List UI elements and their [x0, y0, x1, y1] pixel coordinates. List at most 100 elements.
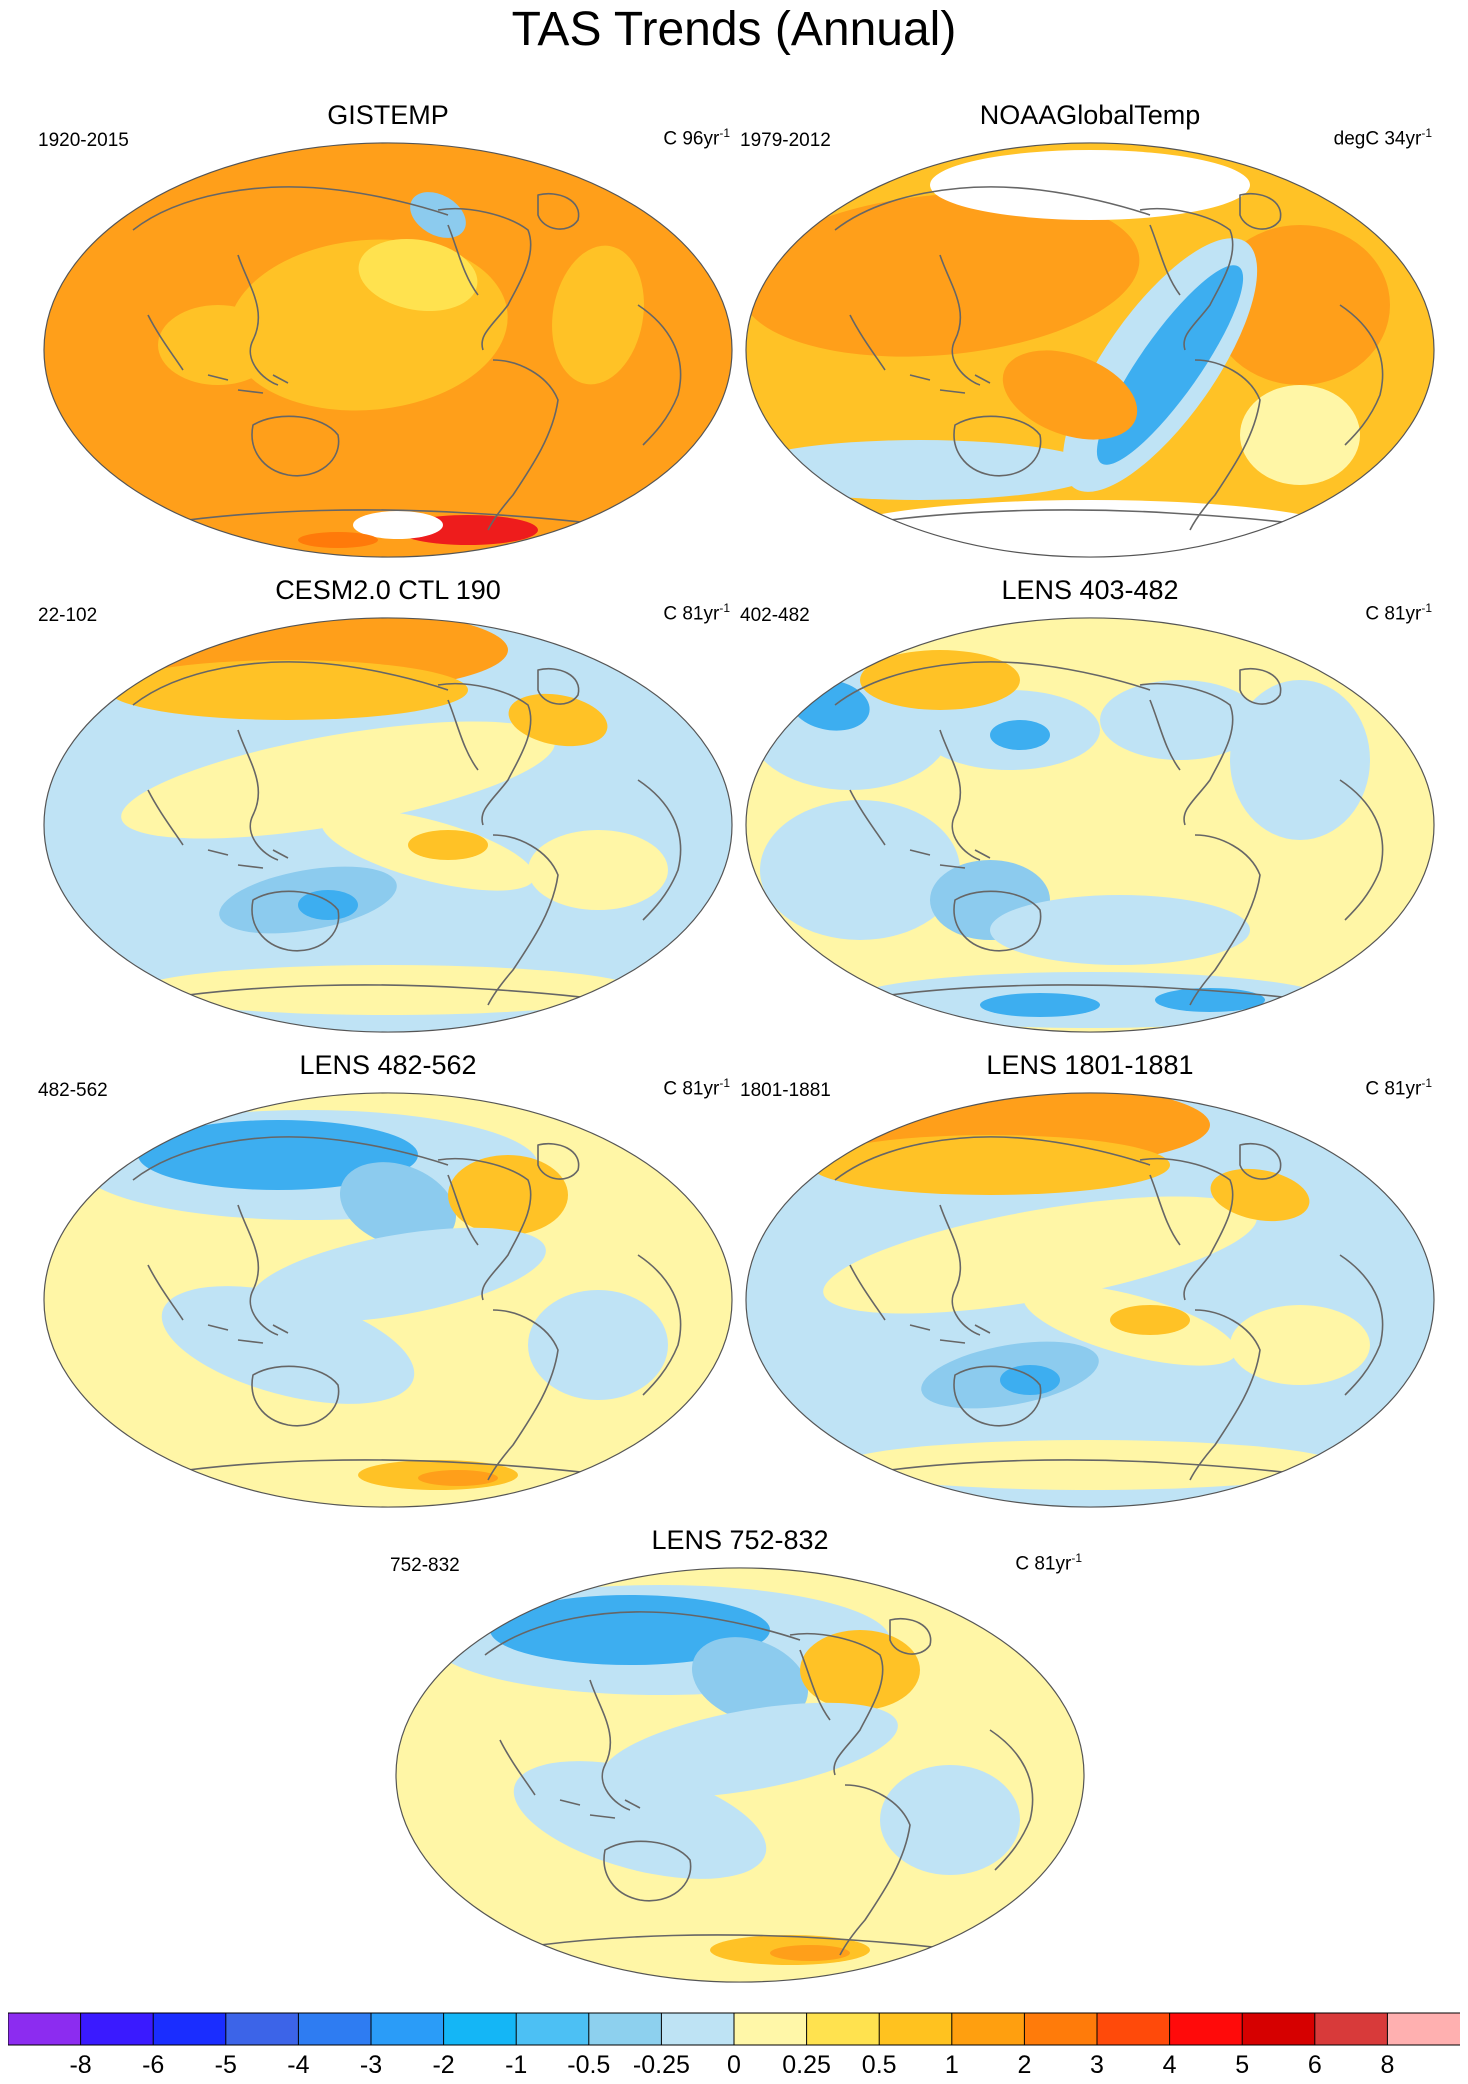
panel-title: LENS 1801-1881 [986, 1050, 1194, 1080]
colorbar-tick-label: 0 [727, 2051, 741, 2079]
trend-region [1155, 988, 1265, 1012]
colorbar-labels: -8 -6 -5 -4 -3 -2 -1 -0.5 -0.25 0 0.25 0.5 1 2 3 4 5 6 8 [8, 2050, 1460, 2080]
colorbar-tick-label: 8 [1380, 2051, 1395, 2079]
world-map [395, 1567, 1085, 1983]
trend-region [980, 993, 1100, 1017]
world-map [745, 617, 1435, 1033]
colorbar-swatch [878, 2012, 953, 2046]
panel-title: NOAAGlobalTemp [979, 100, 1201, 130]
panel-title: CESM2.0 CTL 190 [275, 575, 501, 605]
trend-region [990, 895, 1250, 965]
colorbar-swatch [515, 2012, 590, 2046]
colorbar-tick-label: -6 [142, 2051, 165, 2079]
trend-region [138, 965, 638, 1015]
trend-region [552, 245, 644, 385]
trend-region [691, 1637, 809, 1723]
panel-title: GISTEMP [327, 100, 449, 130]
colorbar-tick-label: -0.5 [567, 2051, 611, 2079]
trend-region [158, 305, 278, 385]
panel-lens-752-832: LENS 752-832 752-832 C 81yr-1 [390, 1525, 1090, 1995]
panel-gistemp: GISTEMP 1920-2015 C 96yr-1 [38, 100, 738, 570]
panel-units: C 96yr-1 [663, 126, 730, 150]
coastlines [132, 186, 682, 531]
trend-region [745, 193, 1140, 357]
world-map [745, 142, 1435, 558]
panel-units: degC 34yr-1 [1333, 126, 1432, 150]
map-border [43, 1092, 733, 1508]
coastlines [834, 1136, 1384, 1481]
colorbar-swatch [443, 2012, 518, 2046]
colorbar-tick-label: -4 [287, 2051, 310, 2079]
panel-noaaglobaltemp: NOAAGlobalTemp 1979-2012 degC 34yr-1 [740, 100, 1440, 570]
panel-period: 402-482 [740, 605, 810, 626]
map-border [395, 1567, 1085, 1983]
trend-region [800, 1630, 920, 1710]
trend-region [528, 830, 668, 910]
trend-region [1230, 1305, 1370, 1385]
figure-title: TAS Trends (Annual) [511, 3, 957, 56]
trend-region [408, 830, 488, 860]
colorbar-swatch [951, 2012, 1026, 2046]
trend-field [43, 142, 733, 558]
world-map [43, 1092, 733, 1508]
trend-region [298, 532, 378, 548]
map-border [43, 617, 733, 1033]
colorbar-swatch [297, 2012, 372, 2046]
map-border [745, 1092, 1435, 1508]
panel-title: LENS 403-482 [1001, 575, 1179, 605]
trend-region [1230, 680, 1370, 840]
trend-region [990, 720, 1050, 750]
trend-region [880, 1765, 1020, 1875]
panel-cesm2-ctl: CESM2.0 CTL 190 22-102 C 81yr-1 [38, 575, 738, 1045]
trend-region [448, 1155, 568, 1235]
colorbar-tick-label: 0.25 [782, 2051, 831, 2079]
trend-region [1210, 1168, 1310, 1222]
trend-region [508, 693, 608, 747]
trend-field [745, 142, 1435, 558]
trend-region [121, 721, 555, 839]
panel-lens-403-482: LENS 403-482 402-482 C 81yr-1 [740, 575, 1440, 1045]
trend-field [745, 617, 1435, 1033]
colorbar-swatch [1023, 2012, 1099, 2046]
trend-region [353, 511, 443, 539]
colorbar-tick-label: -1 [505, 2051, 528, 2079]
colorbar-swatch [1241, 2012, 1316, 2046]
trend-region [528, 1290, 668, 1400]
colorbar-swatch [8, 2012, 82, 2046]
trend-region [823, 1196, 1257, 1314]
trend-region [298, 890, 358, 920]
colorbar-swatch [733, 2012, 808, 2046]
panel-title: LENS 752-832 [651, 1525, 829, 1555]
colorbar-swatch [1386, 2012, 1460, 2046]
trend-field [43, 1092, 733, 1508]
panel-period: 752-832 [390, 1555, 460, 1576]
world-map [745, 1092, 1435, 1508]
colorbar-swatch [1169, 2012, 1244, 2046]
colorbar-tick-label: -8 [69, 2051, 92, 2079]
trend-region [840, 1440, 1340, 1490]
trend-region [161, 1286, 415, 1404]
trend-region [1100, 680, 1260, 760]
trend-region [1240, 385, 1360, 485]
panel-units: C 81yr-1 [1365, 1076, 1432, 1100]
coastlines [834, 661, 1384, 1006]
trend-region [250, 1227, 546, 1323]
trend-field [745, 1092, 1435, 1508]
colorbar-tick-label: 5 [1235, 2051, 1250, 2079]
colorbar-tick-label: 1 [944, 2051, 959, 2079]
trend-region [513, 1761, 767, 1879]
trend-field [395, 1567, 1085, 1983]
colorbar-tick-label: 4 [1162, 2051, 1177, 2079]
panel-units: C 81yr-1 [1015, 1551, 1082, 1575]
panel-lens-1801-1881: LENS 1801-1881 1801-1881 C 81yr-1 [740, 1050, 1440, 1520]
panel-period: 1979-2012 [740, 130, 831, 151]
map-border [745, 142, 1435, 558]
colorbar-tick-label: -5 [214, 2051, 237, 2079]
panel-title: LENS 482-562 [299, 1050, 477, 1080]
trend-region [418, 1470, 498, 1486]
panel-period: 22-102 [38, 605, 98, 626]
trend-region [1110, 1305, 1190, 1335]
trend-region [108, 660, 468, 720]
panel-period: 1801-1881 [740, 1080, 831, 1101]
coastlines [132, 1136, 682, 1481]
